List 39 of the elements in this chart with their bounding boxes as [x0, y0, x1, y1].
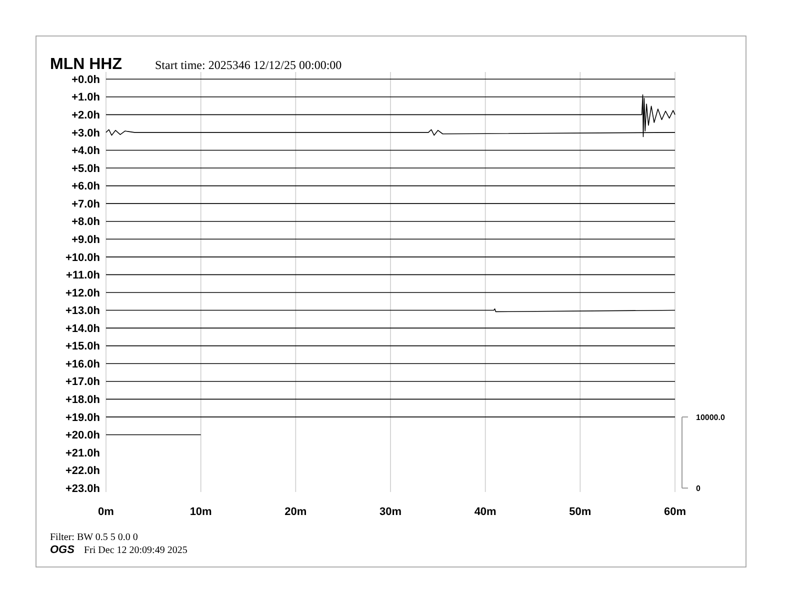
y-tick-label: +6.0h [72, 180, 100, 193]
y-tick-label: +20.0h [65, 430, 100, 442]
y-tick-label: +21.0h [65, 447, 100, 460]
text: Fri Dec 12 20:09:49 2025 [84, 545, 188, 556]
x-tick-label: 40m [474, 506, 497, 518]
x-tick-label: 60m [664, 506, 686, 518]
y-tick-label: +13.0h [65, 305, 100, 318]
y-tick-label: +9.0h [72, 234, 100, 246]
y-tick-label: +23.0h [65, 482, 100, 495]
chart-subtitle: Start time: 2025346 12/12/25 00:00:00 [155, 58, 342, 72]
x-tick-label: 10m [190, 506, 212, 518]
y-tick-label: +16.0h [65, 358, 100, 370]
y-tick-label: +17.0h [65, 376, 100, 388]
y-tick-label: +0.0h [72, 74, 100, 86]
y2-tick-label: 10000.0 [696, 412, 726, 422]
y-tick-label: +4.0h [72, 145, 100, 158]
y-tick-label: +10.0h [65, 252, 100, 264]
y-tick-label: +11.0h [66, 270, 100, 282]
y-tick-label: +22.0h [65, 465, 100, 478]
y-tick-label: +19.0h [65, 412, 100, 424]
y-tick-label: +18.0h [65, 394, 100, 406]
y-tick-label: +14.0h [65, 322, 100, 335]
chart-title: MLN HHZ [50, 56, 122, 73]
text: OGS [50, 544, 76, 556]
x-tick-label: 50m [569, 506, 592, 518]
y-tick-label: +3.0h [72, 127, 100, 140]
y2-tick-label: 0 [696, 484, 701, 493]
y-tick-label: +5.0h [72, 162, 100, 175]
y-tick-label: +1.0h [72, 92, 100, 104]
x-tick-label: 20m [284, 506, 307, 518]
x-tick-label: 30m [379, 506, 402, 518]
y-tick-label: +7.0h [72, 198, 100, 210]
line-series [106, 94, 676, 138]
y-tick-label: +8.0h [72, 216, 100, 228]
text: Filter: BW 0.5 5 0.0 0 [50, 532, 138, 543]
y-tick-label: +15.0h [65, 340, 100, 353]
y-tick-label: +2.0h [72, 110, 100, 122]
x-tick-label: 0m [98, 506, 114, 518]
y-tick-label: +12.0h [65, 287, 100, 300]
